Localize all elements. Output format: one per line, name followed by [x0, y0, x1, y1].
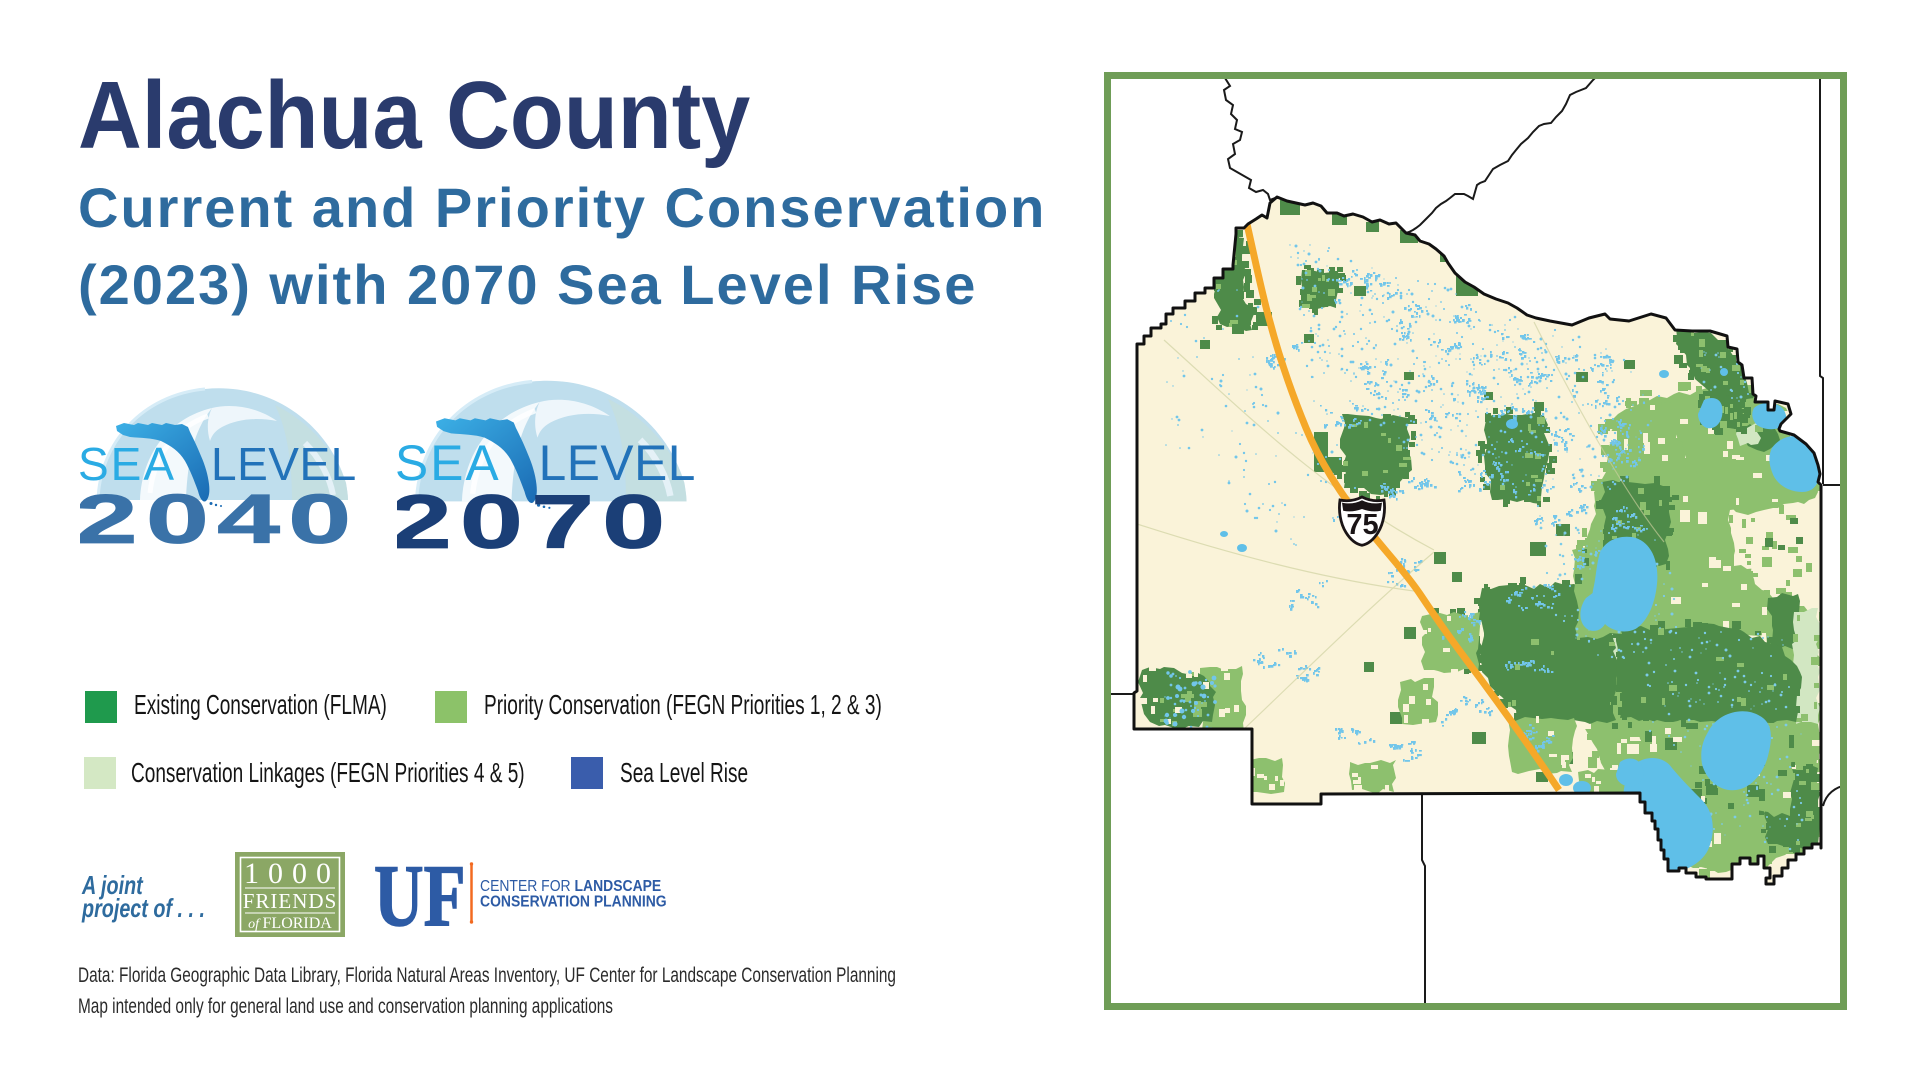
svg-text:LEVEL: LEVEL [211, 438, 357, 490]
svg-text:75: 75 [1346, 509, 1378, 541]
svg-text:LEVEL: LEVEL [539, 435, 696, 491]
svg-text:2070: 2070 [397, 480, 673, 564]
svg-text:CENTER FOR LANDSCAPE: CENTER FOR LANDSCAPE [480, 878, 661, 895]
svg-text:of FLORIDA: of FLORIDA [248, 915, 332, 932]
svg-text:CONSERVATION PLANNING: CONSERVATION PLANNING [480, 894, 667, 911]
svg-text:FRIENDS: FRIENDS [243, 889, 338, 913]
svg-text:UF: UF [374, 858, 465, 930]
svg-text:SEA: SEA [397, 435, 501, 491]
svg-text:SEA: SEA [80, 438, 176, 490]
svg-text:2040: 2040 [80, 480, 359, 558]
svg-text:1000: 1000 [244, 857, 340, 890]
